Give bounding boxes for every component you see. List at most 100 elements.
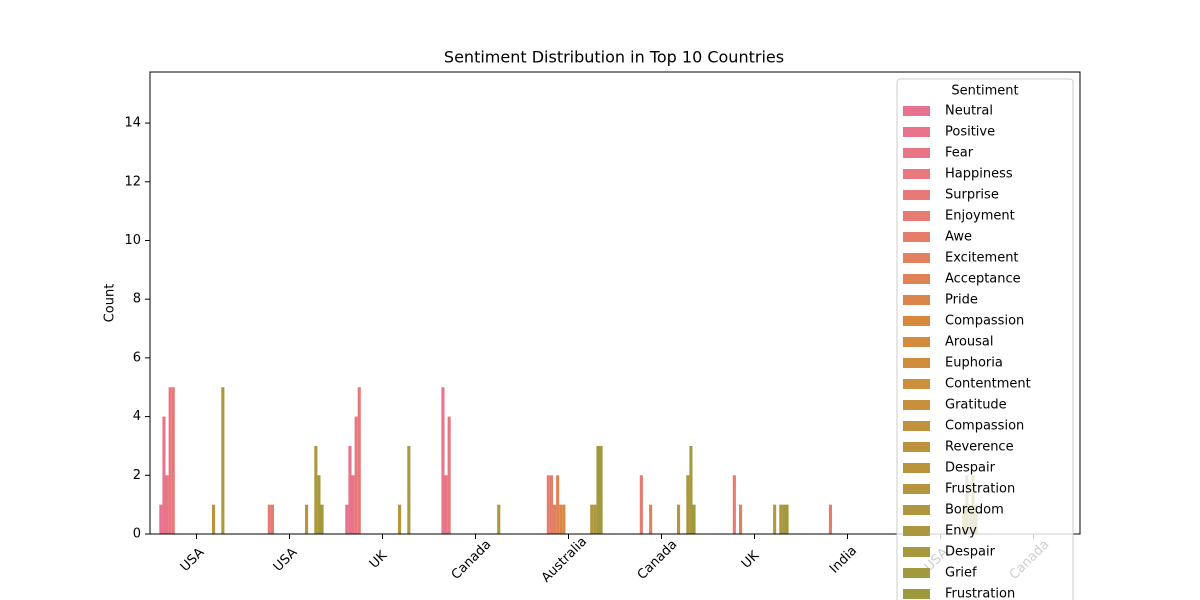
y-tick-label: 14 [124, 116, 141, 131]
legend-text: Frustration [945, 482, 1015, 497]
bar [689, 445, 693, 534]
y-tick-label: 6 [133, 350, 141, 365]
chart-title: Sentiment Distribution in Top 10 Countri… [444, 48, 784, 67]
legend-text: Reverence [945, 440, 1014, 455]
bar [447, 416, 451, 534]
legend-text: Despair [945, 545, 996, 560]
legend-swatch [903, 421, 930, 431]
bar [162, 416, 166, 534]
bar [739, 504, 743, 534]
bar [171, 387, 175, 534]
bar [828, 504, 832, 534]
axes-frame [149, 71, 1081, 535]
legend-text: Compassion [945, 419, 1024, 434]
legend-text: Frustration [945, 587, 1015, 600]
legend-swatch [903, 526, 930, 536]
legend-text: Positive [945, 125, 995, 140]
legend-swatch [903, 190, 930, 200]
bar [441, 387, 445, 534]
legend-text: Grief [945, 566, 977, 581]
bar [497, 504, 501, 534]
bar [559, 504, 563, 534]
bar [549, 475, 553, 534]
legend-swatch [903, 400, 930, 410]
bar [556, 475, 560, 534]
legend-text: Pride [945, 293, 978, 308]
legend-text: Contentment [945, 377, 1031, 392]
bar [553, 504, 557, 534]
legend-swatch [903, 337, 930, 347]
bar [168, 387, 172, 534]
legend-swatch [903, 358, 930, 368]
y-tick-label: 4 [133, 409, 141, 424]
legend-swatch [903, 232, 930, 242]
bar [221, 387, 225, 534]
bar [562, 504, 566, 534]
bar [639, 475, 643, 534]
legend-swatch [903, 568, 930, 578]
legend-swatch [903, 463, 930, 473]
bar [314, 445, 318, 534]
bar [599, 445, 603, 534]
legend-text: Arousal [945, 335, 994, 350]
legend-text: Envy [945, 524, 977, 539]
bar [590, 504, 594, 534]
bar [782, 504, 786, 534]
legend-text: Happiness [945, 167, 1013, 182]
legend-swatch [903, 484, 930, 494]
legend-text: Awe [945, 230, 972, 245]
bar [357, 387, 361, 534]
bar [351, 475, 355, 534]
legend-text: Excitement [945, 251, 1019, 266]
bar [270, 504, 274, 534]
y-axis-label: Count [103, 284, 118, 323]
bar [345, 504, 349, 534]
legend-text: Acceptance [945, 272, 1021, 287]
legend-title: Sentiment [951, 84, 1018, 99]
legend-swatch [903, 253, 930, 263]
bar [305, 504, 309, 534]
legend-text: Neutral [945, 104, 993, 119]
bar [596, 445, 600, 534]
legend-swatch [903, 148, 930, 158]
legend-text: Euphoria [945, 356, 1003, 371]
legend-text: Despair [945, 461, 996, 476]
legend-swatch [903, 379, 930, 389]
legend-swatch [903, 505, 930, 515]
legend-text: Enjoyment [945, 209, 1015, 224]
bar [444, 475, 448, 534]
bar [407, 445, 411, 534]
y-tick-label: 8 [133, 292, 141, 307]
bar [348, 445, 352, 534]
legend-swatch [903, 442, 930, 452]
y-tick-label: 12 [124, 174, 141, 189]
y-tick-label: 2 [133, 468, 141, 483]
bar [686, 475, 690, 534]
bar [779, 504, 783, 534]
legend-swatch [903, 589, 930, 599]
bar [212, 504, 216, 534]
y-tick-label: 0 [133, 527, 141, 542]
legend-text: Gratitude [945, 398, 1007, 413]
legend-text: Boredom [945, 503, 1004, 518]
bar [593, 504, 597, 534]
legend-text: Fear [945, 146, 974, 161]
bar [165, 475, 169, 534]
legend-swatch [903, 211, 930, 221]
legend-text: Compassion [945, 314, 1024, 329]
bar [773, 504, 777, 534]
bar [692, 504, 696, 534]
legend-swatch [903, 316, 930, 326]
legend-swatch [903, 169, 930, 179]
bar [398, 504, 402, 534]
legend-swatch [903, 547, 930, 557]
legend-text: Surprise [945, 188, 999, 203]
legend-swatch [903, 274, 930, 284]
bar [546, 475, 550, 534]
legend-box [896, 78, 1074, 600]
y-tick-label: 10 [124, 233, 141, 248]
legend: Sentiment Neutral Positive Fear Happiness Sur… [896, 78, 1074, 600]
bar [785, 504, 789, 534]
bar [159, 504, 163, 534]
